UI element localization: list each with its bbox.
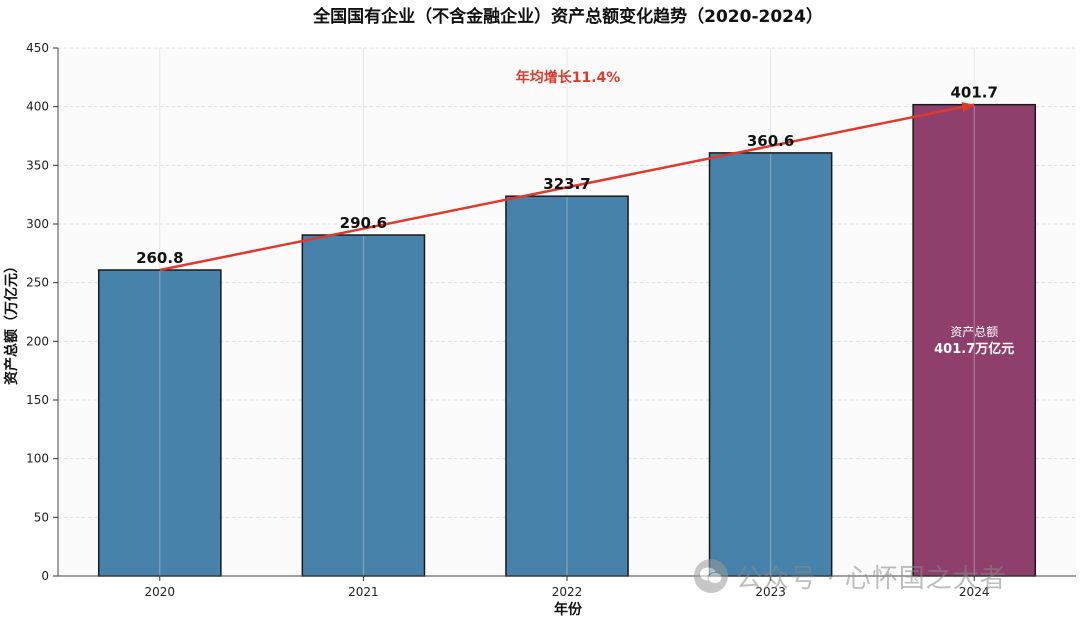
bar-2024 — [912, 103, 1037, 577]
trend-arrowhead — [961, 102, 975, 112]
watermark-text: 公众号 · 心怀国之大者 — [736, 563, 1007, 594]
x-tick-label: 2023 — [755, 585, 786, 599]
y-axis-label: 资产总额（万亿元） — [3, 259, 20, 385]
trend-annotation: 年均增长11.4% — [516, 69, 621, 86]
data-label: 290.6 — [340, 214, 387, 232]
data-label: 260.8 — [136, 249, 183, 267]
x-tick-label: 2022 — [552, 585, 583, 599]
x-tick-label: 2021 — [348, 585, 379, 599]
trend-line — [159, 103, 975, 272]
y-tick-label: 450 — [26, 41, 49, 55]
y-tick-label: 100 — [26, 452, 49, 466]
y-tick-label: 50 — [34, 510, 49, 524]
chart-title: 全国国有企业（不含金融企业）资产总额变化趋势（2020-2024） — [312, 6, 823, 27]
x-tick-label: 2020 — [145, 585, 176, 599]
y-tick-label: 350 — [26, 158, 49, 172]
y-tick-label: 150 — [26, 393, 49, 407]
watermark: 公众号 · 心怀国之大者 — [694, 556, 1007, 596]
data-label: 360.6 — [747, 132, 794, 150]
data-label: 401.7 — [950, 84, 997, 102]
y-tick-label: 250 — [26, 276, 49, 290]
highlight-note-title: 资产总额 — [950, 325, 998, 339]
highlight-note-value: 401.7万亿元 — [934, 341, 1014, 357]
plot-area: 0 50 100 150 200 250 300 350 400 450 2020 2021 2022 2… — [26, 41, 1076, 599]
y-tick-label: 300 — [26, 217, 49, 231]
bar-2021 — [301, 234, 426, 577]
y-tick-label: 400 — [26, 100, 49, 114]
bar-2022 — [505, 195, 629, 577]
y-tick-label: 200 — [26, 334, 49, 348]
y-tick-label: 0 — [41, 569, 49, 583]
wechat-icon — [694, 559, 728, 593]
data-label: 323.7 — [543, 175, 590, 193]
x-tick-label: 2024 — [959, 585, 990, 599]
x-axis-label: 年份 — [554, 601, 583, 618]
